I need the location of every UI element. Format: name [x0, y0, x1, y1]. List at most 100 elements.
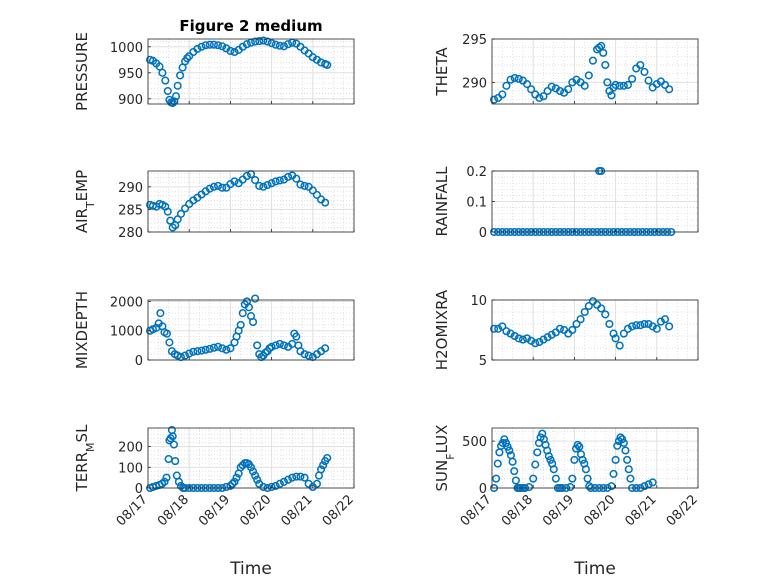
axes-box — [491, 299, 699, 361]
data-point — [267, 482, 276, 492]
data-point — [490, 324, 499, 333]
data-point — [498, 90, 507, 99]
y-tick-label: 5 — [479, 354, 487, 369]
data-point — [249, 317, 258, 327]
y-tick-label: 500 — [462, 435, 487, 450]
y-tick-label: 900 — [118, 93, 143, 108]
data-point — [490, 95, 499, 104]
data-point — [275, 339, 284, 348]
y-tick-label: 285 — [118, 203, 143, 218]
data-point — [599, 48, 608, 57]
data-point — [323, 453, 332, 463]
y-axis-label: SUNFLUX — [433, 425, 457, 492]
data-point — [549, 465, 558, 474]
data-point — [580, 307, 589, 317]
data-point — [166, 216, 175, 225]
data-point — [628, 74, 637, 83]
data-point — [511, 476, 520, 485]
x-axis-label-right: Time — [573, 559, 616, 579]
data-point — [648, 322, 657, 331]
y-axis-label: H2OMIXRA — [433, 289, 451, 370]
data-point — [535, 93, 544, 102]
x-tick-label: 08/20 — [581, 492, 618, 529]
axes-box — [491, 38, 699, 105]
data-point — [209, 182, 218, 191]
y-tick-label: 0 — [135, 482, 143, 497]
data-point — [279, 42, 289, 51]
data-point — [296, 180, 305, 189]
data-point — [588, 56, 597, 65]
data-point — [522, 80, 532, 89]
x-tick-label: 08/21 — [623, 492, 660, 529]
data-point — [321, 344, 330, 353]
data-point — [292, 472, 301, 481]
y-tick-label: 0 — [479, 482, 487, 497]
data-point — [300, 473, 309, 482]
data-point — [547, 82, 556, 91]
data-point — [213, 41, 223, 50]
data-point — [193, 347, 202, 356]
x-tick-label: 08/17 — [458, 492, 495, 529]
y-tick-label: 1000 — [110, 41, 143, 56]
data-point — [518, 335, 527, 344]
data-point — [259, 182, 268, 191]
data-point — [531, 339, 540, 348]
data-point — [601, 60, 610, 70]
data-point — [568, 474, 577, 483]
data-point — [580, 81, 589, 90]
y-tick-label: 290 — [462, 76, 487, 91]
subplot-h2omixra: 5 10 H2OMIXRA — [433, 289, 699, 370]
data-point — [597, 304, 606, 313]
data-point — [539, 335, 548, 344]
data-point — [173, 81, 182, 90]
data-point — [189, 347, 198, 356]
data-point — [249, 467, 258, 476]
data-point — [611, 455, 620, 464]
data-point — [232, 473, 241, 482]
data-point — [603, 78, 612, 87]
data-point — [498, 322, 507, 331]
data-point — [609, 329, 618, 338]
data-point — [218, 183, 227, 192]
data-point — [251, 175, 260, 185]
axes-box — [147, 427, 355, 489]
axes-box — [491, 427, 699, 489]
data-point — [502, 327, 511, 336]
data-point — [623, 455, 632, 464]
data-point — [176, 209, 186, 218]
y-tick-label: 100 — [118, 461, 143, 476]
data-point — [271, 481, 280, 490]
subplot-terr-msl: 0 100 200 08/17 08/18 08/19 08/20 08/21 08/22 TER… — [73, 424, 357, 529]
y-tick-label: 280 — [118, 226, 143, 241]
data-point — [570, 455, 579, 464]
data-point — [288, 473, 297, 482]
data-point — [323, 60, 332, 70]
data-point — [238, 309, 247, 318]
figure-title: Figure 2 medium — [179, 17, 322, 35]
data-point — [267, 39, 276, 48]
data-point — [618, 435, 627, 444]
data-point — [251, 37, 260, 46]
data-point — [575, 442, 584, 451]
data-point — [162, 329, 172, 338]
data-point — [271, 341, 280, 350]
data-point — [236, 320, 245, 329]
data-point — [300, 181, 309, 190]
y-tick-label: 0 — [479, 226, 487, 241]
data-point — [279, 477, 289, 486]
data-point — [168, 98, 177, 108]
data-point — [601, 310, 610, 319]
data-point — [275, 41, 284, 50]
data-point — [508, 457, 517, 466]
data-point — [578, 455, 587, 464]
data-point — [174, 477, 183, 486]
data-point — [292, 332, 301, 341]
data-point — [205, 184, 214, 193]
data-point — [611, 334, 620, 343]
data-point — [158, 68, 167, 77]
data-point — [209, 40, 218, 49]
data-point — [236, 463, 245, 472]
y-axis-label: RAINFALL — [433, 166, 451, 237]
data-point — [611, 80, 620, 89]
